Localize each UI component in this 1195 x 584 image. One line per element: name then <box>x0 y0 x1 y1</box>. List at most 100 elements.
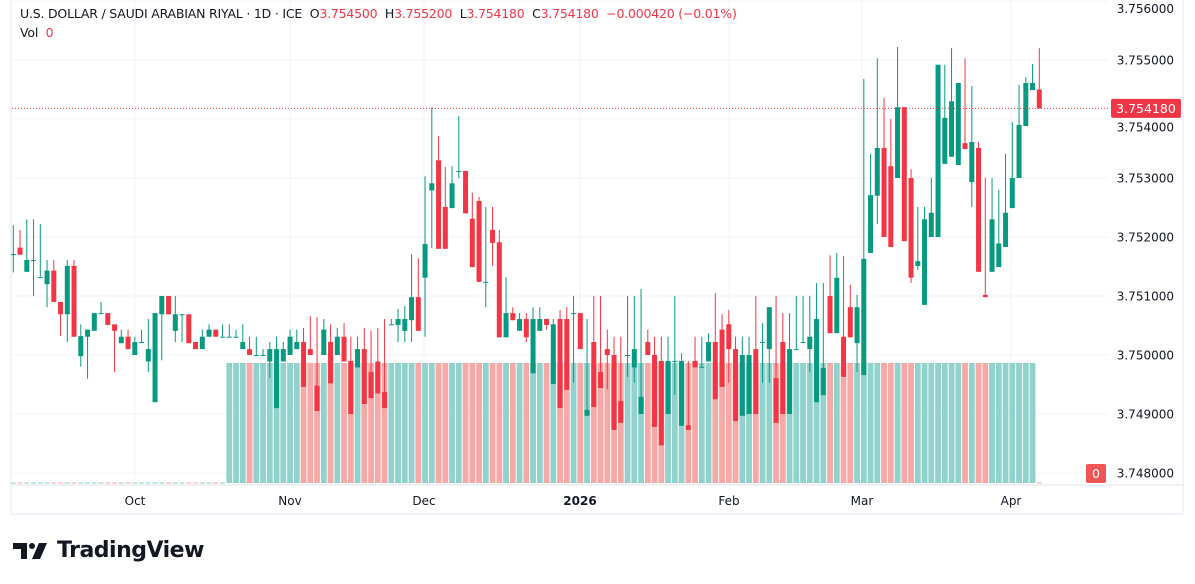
candle <box>942 64 948 164</box>
candle-body <box>253 355 259 356</box>
candle-body <box>1016 124 1022 178</box>
volume-bar <box>705 363 712 483</box>
candle <box>469 192 475 268</box>
candle-body <box>1003 212 1009 248</box>
candle-body <box>631 349 637 368</box>
x-tick-label: Feb <box>718 494 739 508</box>
candle-body <box>976 147 982 272</box>
candle <box>307 316 313 355</box>
candle <box>213 329 219 337</box>
candle <box>476 196 482 282</box>
candle <box>854 294 860 373</box>
candle <box>442 166 448 249</box>
volume-bar <box>975 363 982 483</box>
candle <box>510 307 516 321</box>
candle <box>64 260 70 343</box>
tradingview-logo[interactable]: TradingView <box>13 538 204 563</box>
candle <box>1016 84 1022 178</box>
volume-bar <box>550 363 557 483</box>
price-chart[interactable]: 3.756000 3.755000 3.754000 3.753000 3.752000… <box>0 0 1195 520</box>
chart-frame <box>10 0 1184 515</box>
candle-body <box>962 143 968 150</box>
candle-body <box>199 336 205 350</box>
volume-bar <box>1022 363 1029 483</box>
candle-body <box>213 329 219 337</box>
candle <box>361 327 367 404</box>
candle <box>962 58 968 150</box>
candle-body <box>1036 89 1042 109</box>
candle <box>348 336 354 414</box>
candle-body <box>58 301 64 315</box>
candle <box>625 296 631 377</box>
candle <box>287 329 293 355</box>
volume-bar <box>287 363 293 483</box>
candle-body <box>436 160 442 249</box>
symbol-title: U.S. DOLLAR / SAUDI ARABIAN RIYAL · 1D ·… <box>20 6 303 21</box>
candle-body <box>584 409 590 416</box>
volume-bar <box>253 363 260 483</box>
candle-body <box>152 313 158 403</box>
candle-body <box>679 360 685 426</box>
candle-body <box>760 342 766 344</box>
candle-body <box>112 324 118 331</box>
volume-bar <box>813 363 820 483</box>
candle-body <box>854 307 860 344</box>
volume-bar <box>921 363 928 483</box>
candle <box>888 119 894 248</box>
candle-body <box>328 342 334 384</box>
y-tick-label: 3.750000 <box>1117 349 1174 363</box>
candle <box>969 85 975 207</box>
volume-bar <box>347 363 354 483</box>
candle <box>766 307 772 383</box>
candle-body <box>179 314 185 316</box>
close-label: C <box>532 6 541 21</box>
candle-body <box>483 281 489 283</box>
candle <box>928 178 934 237</box>
candle <box>159 296 165 361</box>
candle <box>37 224 43 279</box>
volume-bar <box>665 363 671 483</box>
candle-body <box>226 336 232 338</box>
candle <box>463 170 469 214</box>
candle <box>382 319 388 409</box>
volume-bar <box>428 363 435 483</box>
symbol-legend: U.S. DOLLAR / SAUDI ARABIAN RIYAL · 1D ·… <box>20 6 737 21</box>
volume-bar <box>408 363 415 483</box>
candle <box>274 336 280 409</box>
candle-body <box>847 307 853 338</box>
candle-body <box>672 360 678 362</box>
candle <box>139 329 145 344</box>
candle <box>220 324 226 338</box>
candle-body <box>166 296 172 315</box>
volume-bar <box>901 363 908 483</box>
volume-bar <box>273 363 280 483</box>
candle-body <box>37 277 43 279</box>
candle-body <box>10 254 16 256</box>
volume-bar <box>239 363 246 483</box>
last-price-label-box <box>1111 98 1181 118</box>
volume-bar <box>847 363 854 483</box>
volume-bar <box>449 363 455 483</box>
candle-body <box>469 218 475 268</box>
candle <box>132 336 138 355</box>
volume-bar <box>341 363 347 483</box>
candle-body <box>1009 178 1015 209</box>
candle <box>125 329 131 350</box>
volume-bar <box>732 363 739 483</box>
volume-bar <box>725 363 732 483</box>
candle-body <box>530 319 536 374</box>
candle-body <box>409 297 415 321</box>
volume-bar <box>840 363 847 483</box>
candle-body <box>422 244 428 278</box>
volume-bar <box>246 363 253 483</box>
y-tick-label: 3.749000 <box>1117 408 1174 422</box>
open-value: 3.754500 <box>319 6 378 21</box>
candle <box>544 319 550 330</box>
volume-bar <box>442 363 449 483</box>
volume-bar <box>827 363 833 483</box>
volume-bar <box>530 363 536 483</box>
candle <box>294 329 300 350</box>
volume-bar <box>719 363 725 483</box>
volume-bar <box>260 363 266 483</box>
volume-bar <box>462 363 469 483</box>
